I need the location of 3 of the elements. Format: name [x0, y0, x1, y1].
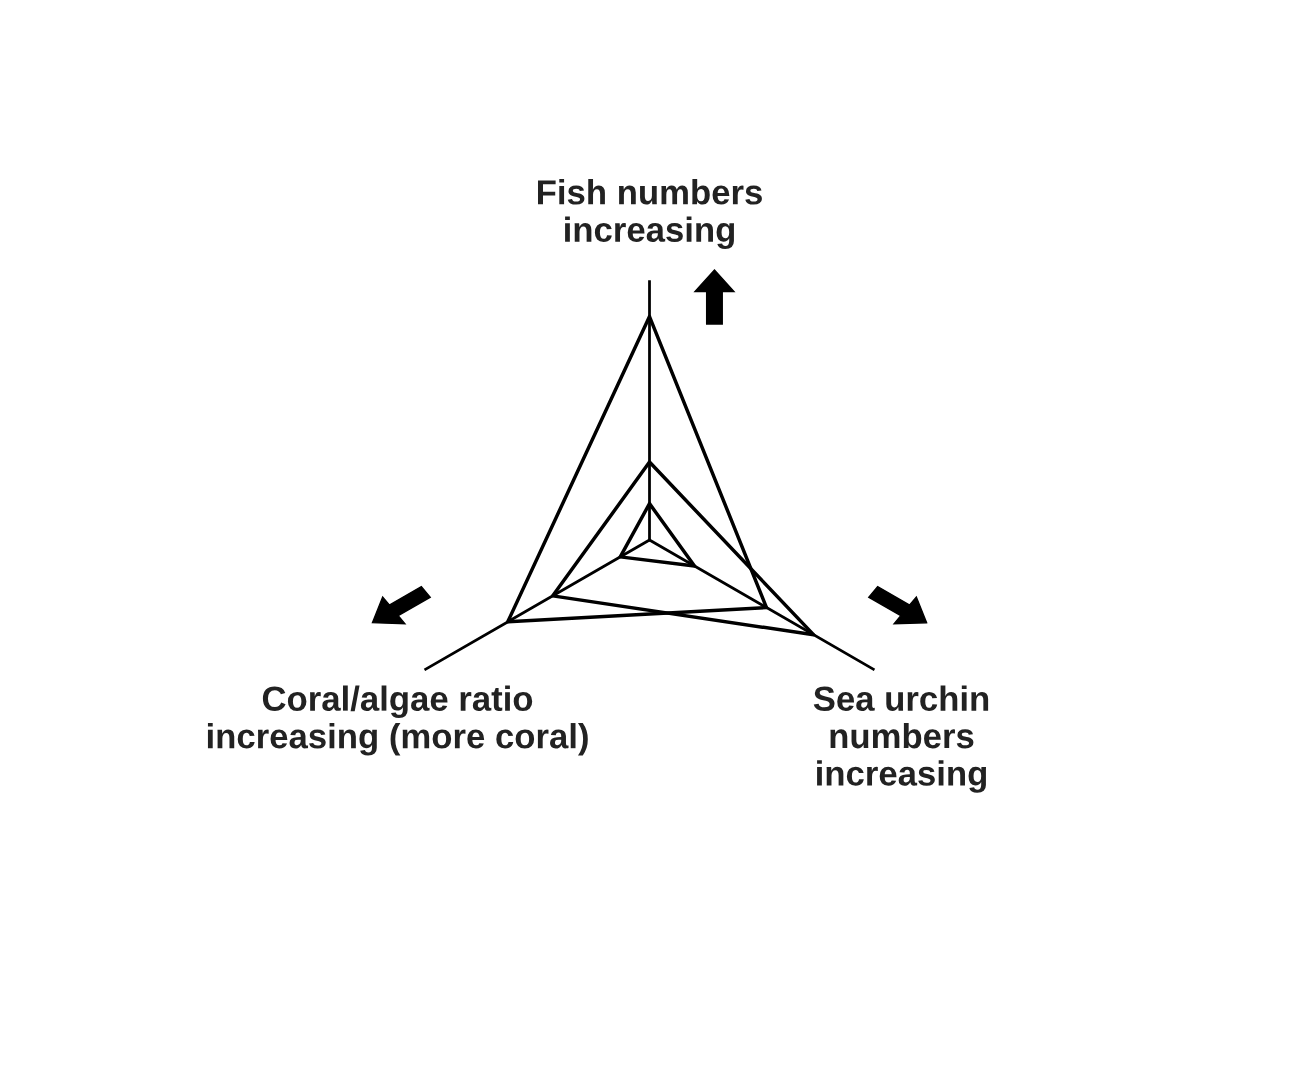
spoke-label: Sea urchin numbers increasing: [813, 685, 989, 793]
spoke-label: Fish numbers increasing: [538, 179, 762, 250]
spoke-label: Coral/algae ratio increasing (more coral): [207, 685, 588, 756]
